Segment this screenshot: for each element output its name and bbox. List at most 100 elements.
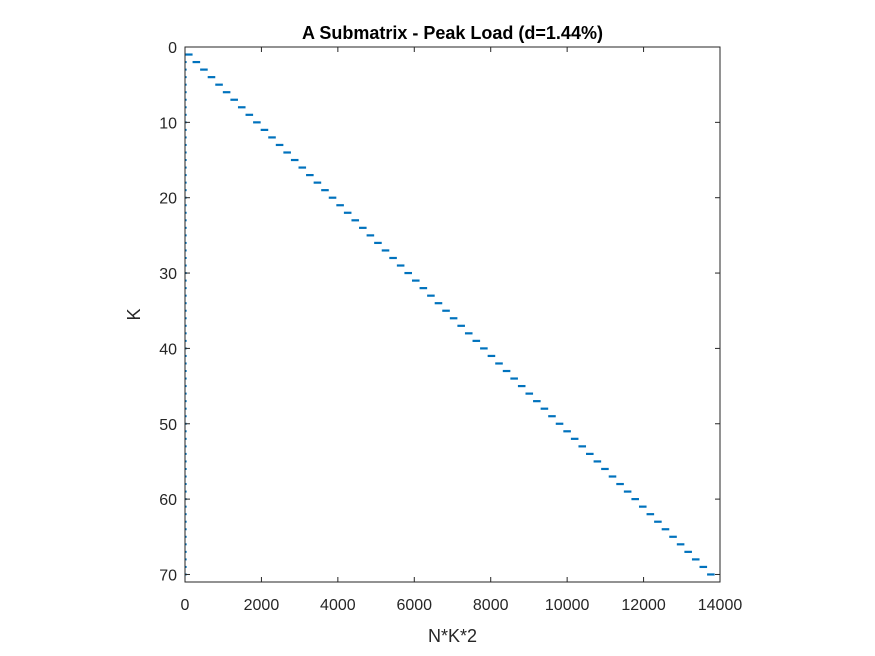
- first-column-point: [185, 354, 187, 357]
- first-column-point: [185, 558, 187, 561]
- first-column-point: [185, 317, 187, 320]
- row-block-segment: [389, 256, 397, 260]
- row-block-segment: [472, 339, 481, 342]
- first-column-point: [185, 204, 187, 207]
- row-block-segment: [563, 430, 571, 433]
- row-block-segment: [245, 113, 254, 116]
- first-column-point: [185, 226, 187, 229]
- first-column-point: [185, 309, 187, 312]
- y-tick-label: 40: [159, 341, 177, 358]
- first-column-point: [185, 128, 187, 131]
- first-column-point: [185, 174, 187, 177]
- first-column-point: [185, 520, 187, 523]
- row-block-segment: [661, 528, 670, 531]
- y-axis-ticks: 0 10 20 30 40 50 60 70: [159, 40, 720, 584]
- row-block-segment: [321, 189, 329, 192]
- first-column-point: [185, 181, 187, 184]
- first-column-point: [185, 400, 187, 403]
- first-column-point: [185, 279, 187, 282]
- row-block-segment: [260, 128, 269, 131]
- y-tick-label: 20: [159, 191, 177, 208]
- first-column-point: [185, 407, 187, 410]
- first-column-point: [185, 370, 187, 373]
- row-block-segment: [290, 158, 299, 162]
- row-block-segment: [586, 452, 594, 456]
- x-tick-label: 4000: [320, 597, 356, 614]
- first-column-point: [185, 211, 187, 214]
- y-tick-label: 10: [159, 115, 177, 132]
- row-block-segment: [222, 91, 231, 94]
- first-column-point: [185, 505, 187, 508]
- row-block-segment: [200, 68, 208, 71]
- first-column-point: [185, 113, 187, 116]
- first-column-point: [185, 392, 187, 395]
- row-block-segment: [638, 505, 647, 508]
- x-tick-label: 12000: [621, 597, 666, 614]
- row-block-segment: [691, 558, 700, 561]
- row-block-segment: [215, 83, 223, 86]
- first-column-point: [185, 452, 187, 455]
- first-column-point: [185, 256, 187, 259]
- row-block-segment: [525, 392, 534, 395]
- first-column-point: [185, 362, 187, 365]
- row-block-segment: [495, 362, 503, 365]
- row-block-segment: [306, 173, 314, 177]
- first-column-point: [185, 151, 187, 154]
- x-tick-label: 8000: [473, 597, 509, 614]
- row-block-segment: [434, 302, 443, 305]
- row-block-segment: [230, 98, 238, 101]
- first-column-point: [185, 68, 187, 71]
- row-block-segment: [623, 490, 632, 493]
- row-block-segment: [707, 573, 715, 576]
- first-column-point: [185, 143, 187, 146]
- first-column-point: [185, 189, 187, 192]
- first-column-point: [185, 76, 187, 79]
- x-tick-label: 6000: [396, 597, 432, 614]
- row-block-segment: [601, 467, 609, 471]
- row-block-segment: [510, 377, 518, 380]
- row-block-segment: [449, 317, 458, 320]
- first-column-point: [185, 535, 187, 538]
- y-tick-label: 50: [159, 417, 177, 434]
- row-block-segment: [343, 211, 352, 214]
- y-axis-label: K: [124, 308, 144, 320]
- first-column-point: [185, 241, 187, 244]
- first-column-point: [185, 234, 187, 237]
- row-block-segment: [192, 60, 201, 64]
- row-block-segment: [669, 535, 677, 538]
- row-block-segment: [570, 437, 579, 440]
- row-block-segment: [328, 196, 337, 199]
- first-column-point: [185, 159, 187, 162]
- axes-box: [184, 46, 721, 583]
- y-tick-label: 70: [159, 567, 177, 584]
- row-block-segment: [419, 287, 428, 290]
- row-block-segment: [427, 294, 435, 297]
- first-column-point: [185, 166, 187, 169]
- first-column-point: [185, 339, 187, 342]
- row-block-segment: [540, 407, 549, 410]
- row-block-segment: [298, 166, 307, 169]
- row-block-segment: [616, 482, 624, 486]
- first-column-point: [185, 437, 187, 440]
- first-column-point: [185, 264, 187, 267]
- first-column-point: [185, 475, 187, 478]
- first-column-point: [185, 377, 187, 380]
- row-block-segment: [654, 520, 662, 523]
- row-block-segment: [684, 550, 692, 553]
- row-block-segment: [374, 241, 382, 245]
- first-column-point: [185, 332, 187, 335]
- row-block-segment: [517, 384, 526, 388]
- row-block-segment: [487, 354, 496, 358]
- row-block-segment: [442, 309, 450, 312]
- row-block-segment: [207, 76, 216, 79]
- row-block-segment: [464, 332, 473, 335]
- first-column-point: [185, 219, 187, 222]
- row-block-segment: [457, 324, 465, 327]
- x-tick-label: 14000: [698, 597, 743, 614]
- first-column-point: [185, 91, 187, 94]
- first-column-point: [185, 543, 187, 546]
- row-block-segment: [548, 415, 556, 418]
- row-block-segment: [185, 53, 193, 56]
- row-block-segment: [366, 234, 375, 237]
